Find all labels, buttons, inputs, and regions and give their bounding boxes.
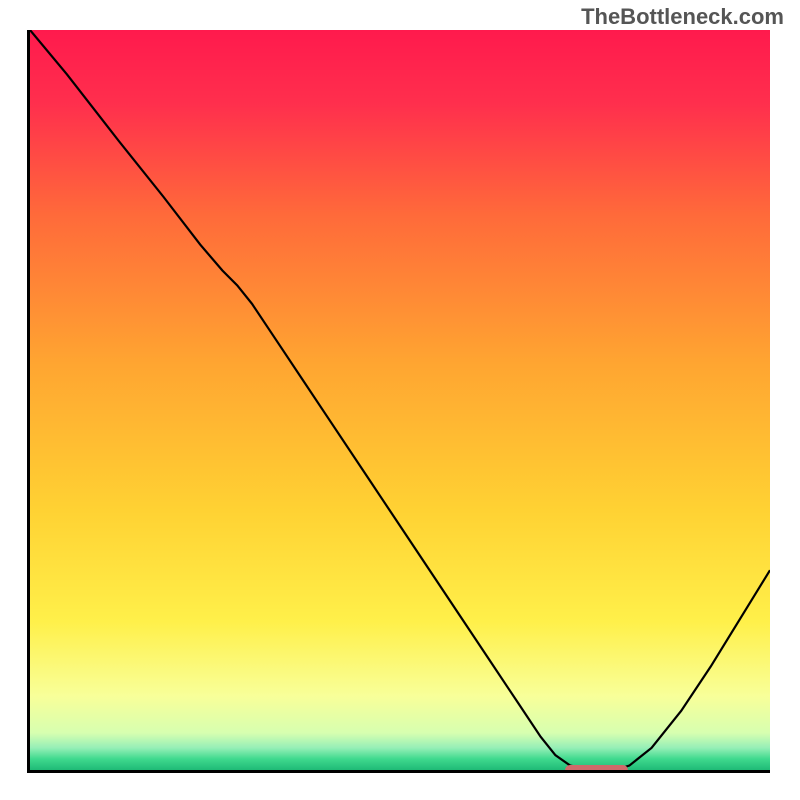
bottleneck-chart — [0, 0, 800, 800]
curve-path — [30, 30, 770, 770]
plot-area — [30, 30, 770, 770]
y-axis-line — [27, 30, 30, 773]
watermark-text: TheBottleneck.com — [581, 4, 784, 30]
x-axis-line — [27, 770, 770, 773]
bottleneck-curve — [30, 30, 770, 770]
